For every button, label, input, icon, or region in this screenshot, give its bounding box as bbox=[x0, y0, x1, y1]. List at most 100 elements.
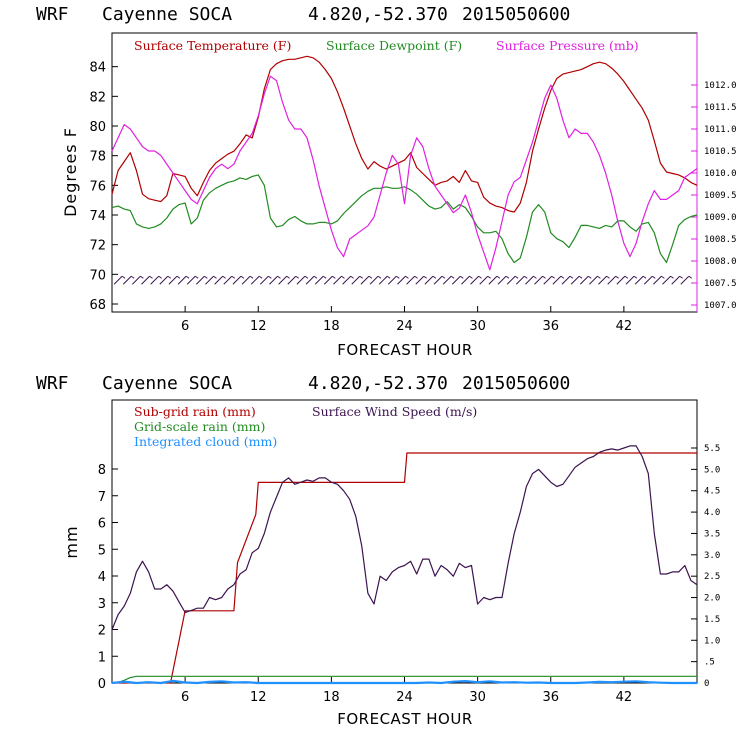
wind-barb-staff bbox=[369, 275, 379, 285]
wind-barb-staff bbox=[653, 275, 662, 285]
wind-barb-flag bbox=[487, 275, 491, 279]
top-y2-tick-label: 1008.0 bbox=[704, 257, 737, 267]
wind-barb-flag bbox=[551, 275, 555, 279]
wind-barb-staff bbox=[196, 275, 205, 285]
wind-barb-staff bbox=[132, 275, 141, 285]
top-y2-tick-label: 1009.5 bbox=[704, 191, 737, 201]
bottom-y-tick-label: 8 bbox=[98, 463, 106, 478]
wind-barb-staff bbox=[141, 275, 150, 285]
wind-barb-flag bbox=[560, 275, 565, 279]
wind-barb-staff bbox=[451, 275, 461, 285]
wind-barb-staff bbox=[570, 275, 580, 285]
wind-barb-flag bbox=[587, 275, 592, 279]
wind-barb-flag bbox=[149, 275, 153, 279]
top-x-tick-label: 42 bbox=[616, 319, 633, 334]
bottom-legend-wind-speed: Surface Wind Speed (m/s) bbox=[312, 404, 477, 419]
wind-barb-flag bbox=[633, 275, 638, 279]
top-y2-tick-label: 1009.0 bbox=[704, 213, 737, 223]
bottom-y2-tick-label: 3.5 bbox=[704, 529, 720, 539]
bottom-header-model: WRF bbox=[36, 373, 69, 394]
bottom-x-tick-label: 6 bbox=[181, 690, 189, 705]
wind-barb-staff bbox=[497, 275, 507, 285]
top-y2-tick-label: 1011.0 bbox=[704, 125, 737, 135]
wind-barb-flag bbox=[167, 275, 172, 279]
wind-barb-staff bbox=[415, 275, 425, 285]
pressure-line bbox=[111, 75, 698, 271]
wind-barb-flag bbox=[359, 275, 364, 279]
bottom-header-init: 2015050600 bbox=[462, 373, 570, 394]
wind-barb-flag bbox=[679, 275, 683, 279]
wind-barb-staff bbox=[534, 275, 543, 285]
top-series-group bbox=[111, 55, 698, 271]
wind-barb-staff bbox=[579, 275, 589, 285]
bottom-y2-tick-label: 5.0 bbox=[704, 465, 720, 475]
wind-barb-flag bbox=[578, 275, 583, 279]
wind-speed-line bbox=[111, 445, 698, 630]
wind-barb-flag bbox=[642, 275, 647, 279]
wind-barb-flag bbox=[615, 275, 619, 279]
wind-barb-staff bbox=[159, 275, 169, 285]
top-y-tick-label: 76 bbox=[89, 179, 106, 194]
wind-barb-flag bbox=[651, 275, 656, 279]
wind-barb-flag bbox=[597, 275, 601, 279]
wind-barb-staff bbox=[433, 275, 443, 285]
bottom-y2-tick-label: 4.5 bbox=[704, 487, 720, 497]
bottom-y2-tick-label: .5 bbox=[704, 658, 715, 668]
wind-barb-staff bbox=[589, 275, 598, 285]
top-y-tick-label: 80 bbox=[89, 120, 106, 135]
top-x-axis-label: FORECAST HOUR bbox=[337, 341, 473, 359]
wind-barb-staff bbox=[607, 275, 617, 285]
wind-barb-flag bbox=[441, 275, 446, 279]
top-panel: WRF Cayenne SOCA 4.820, -52.370 20150506… bbox=[36, 4, 737, 359]
wind-barb-flag bbox=[533, 275, 537, 279]
bottom-x-tick-label: 24 bbox=[396, 690, 413, 705]
wind-barb-flag bbox=[386, 275, 391, 279]
top-legend-pressure: Surface Pressure (mb) bbox=[496, 38, 639, 53]
wind-barb-staff bbox=[424, 275, 434, 285]
bottom-y-tick-label: 3 bbox=[98, 597, 106, 612]
top-y2-tick-label: 1007.0 bbox=[704, 301, 737, 311]
top-x-tick-label: 18 bbox=[323, 319, 340, 334]
wind-barb-staff bbox=[287, 275, 297, 285]
wind-barb-staff bbox=[177, 275, 187, 285]
wind-barb-flag bbox=[405, 275, 409, 279]
top-x-tick-label: 12 bbox=[250, 319, 267, 334]
bottom-panel: WRF Cayenne SOCA 4.820, -52.370 20150506… bbox=[36, 373, 720, 728]
wind-barb-flag bbox=[295, 275, 300, 279]
wind-barb-flag bbox=[414, 275, 418, 279]
wind-barb-flag bbox=[286, 275, 290, 279]
top-y-tick-label: 68 bbox=[89, 298, 106, 313]
wind-barb-staff bbox=[259, 275, 269, 285]
top-y2-tick-label: 1007.5 bbox=[704, 279, 737, 289]
bottom-y-tick-label: 4 bbox=[98, 570, 106, 585]
bottom-legend-cloud: Integrated cloud (mm) bbox=[134, 434, 277, 449]
bottom-y2-tick-label: 2.5 bbox=[704, 572, 720, 582]
wind-barb-flag bbox=[304, 275, 309, 279]
wind-barb-flag bbox=[231, 275, 236, 279]
wind-barb-flag bbox=[140, 275, 144, 279]
wind-barb-staff bbox=[278, 275, 287, 285]
top-legend-dewpoint: Surface Dewpoint (F) bbox=[326, 38, 462, 53]
wind-barb-flag bbox=[121, 275, 126, 279]
top-x-tick-label: 36 bbox=[542, 319, 559, 334]
wind-barb-staff bbox=[205, 275, 214, 285]
wind-barb-staff bbox=[442, 275, 452, 285]
bottom-y-axis-label: mm bbox=[62, 525, 81, 558]
bottom-y2-tick-label: 5.5 bbox=[704, 444, 720, 454]
wind-barb-staff bbox=[241, 275, 251, 285]
top-y-axis-label: Degrees F bbox=[61, 127, 80, 217]
wind-barb-staff bbox=[397, 275, 406, 285]
dewpoint-line bbox=[111, 174, 698, 264]
wind-barb-staff bbox=[387, 275, 397, 285]
top-y2-tick-label: 1012.0 bbox=[704, 81, 737, 91]
wind-barb-staff bbox=[662, 275, 671, 285]
wind-barb-staff bbox=[168, 275, 178, 285]
top-y-tick-label: 74 bbox=[89, 209, 106, 224]
wind-barb-staff bbox=[323, 275, 333, 285]
wind-barb-flag bbox=[185, 275, 190, 279]
wind-barb-flag bbox=[240, 275, 245, 279]
bottom-x-tick-label: 42 bbox=[616, 690, 633, 705]
wind-barb-flag bbox=[396, 275, 400, 279]
wind-barb-staff bbox=[214, 275, 223, 285]
